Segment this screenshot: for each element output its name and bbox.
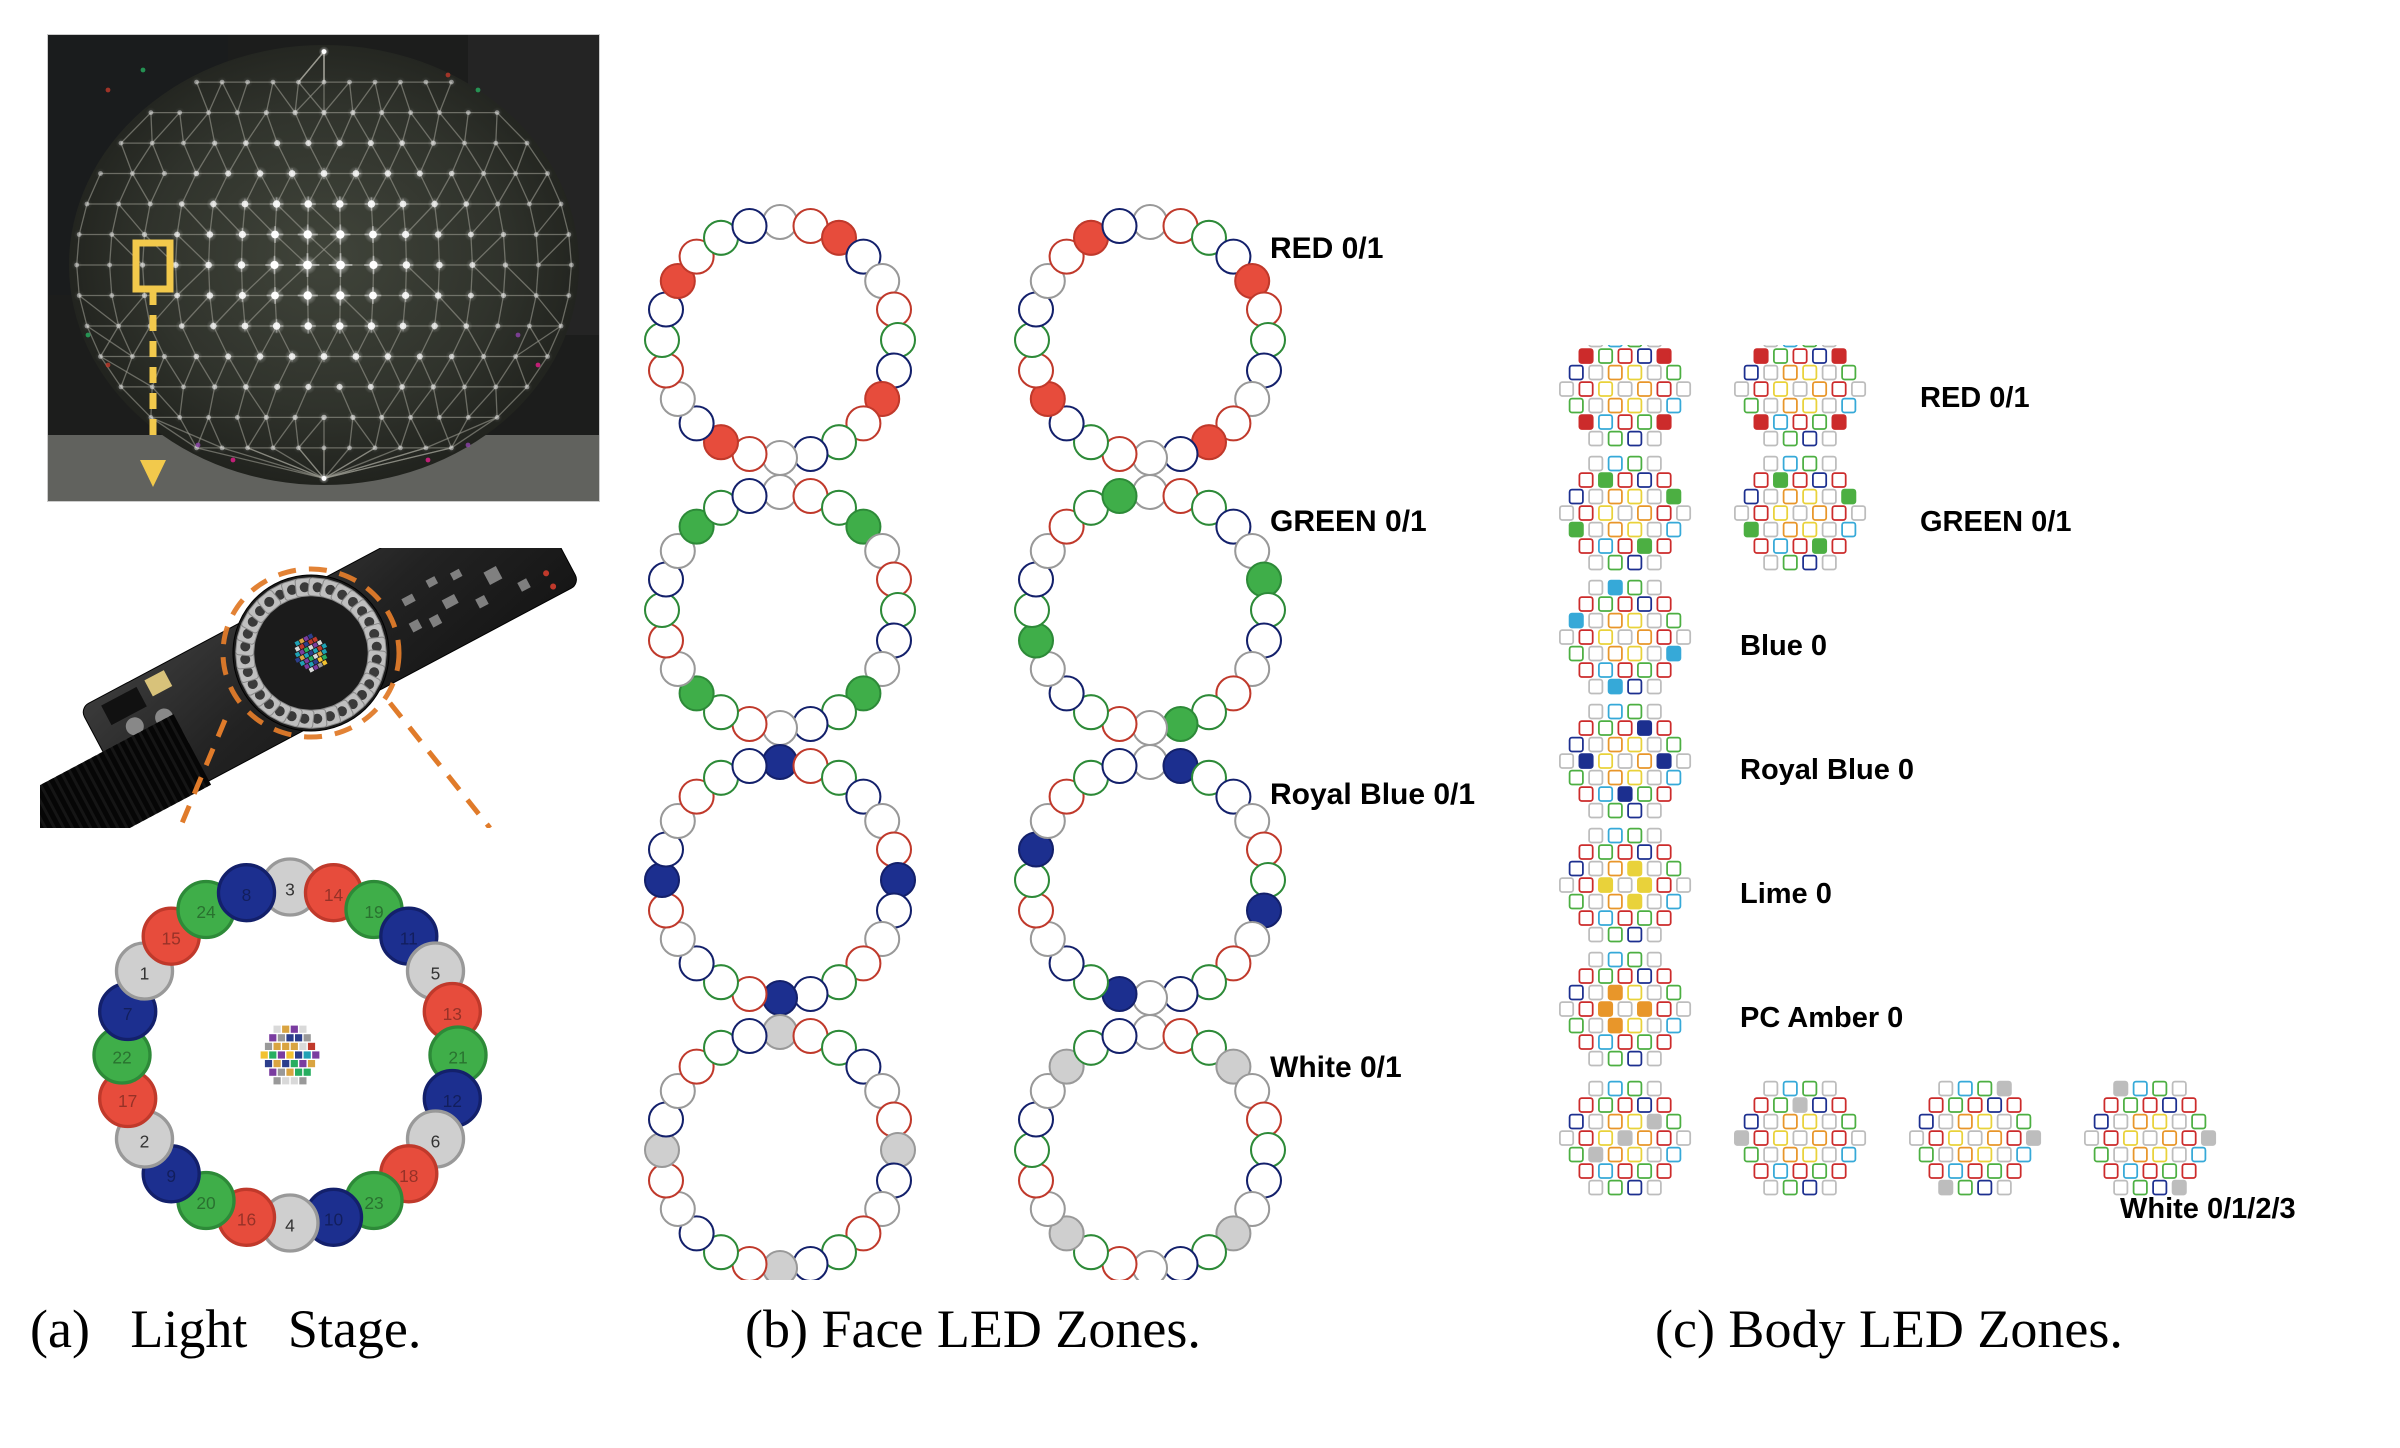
- svg-text:14: 14: [324, 885, 344, 905]
- svg-text:15: 15: [162, 929, 181, 949]
- svg-text:9: 9: [166, 1166, 176, 1186]
- svg-text:20: 20: [196, 1193, 215, 1213]
- svg-text:22: 22: [112, 1047, 131, 1067]
- svg-text:1: 1: [140, 963, 150, 983]
- svg-text:7: 7: [123, 1004, 133, 1024]
- svg-text:19: 19: [364, 902, 383, 922]
- svg-text:10: 10: [324, 1210, 343, 1230]
- svg-text:3: 3: [285, 879, 295, 899]
- svg-text:11: 11: [400, 929, 418, 949]
- svg-text:13: 13: [443, 1004, 462, 1024]
- svg-text:16: 16: [237, 1210, 256, 1230]
- svg-text:21: 21: [448, 1047, 467, 1067]
- svg-text:8: 8: [242, 885, 252, 905]
- svg-text:6: 6: [431, 1131, 441, 1151]
- svg-text:24: 24: [196, 902, 216, 922]
- svg-text:4: 4: [285, 1215, 295, 1235]
- svg-text:23: 23: [364, 1193, 383, 1213]
- svg-text:2: 2: [140, 1131, 150, 1151]
- svg-text:18: 18: [399, 1166, 418, 1186]
- svg-text:5: 5: [431, 963, 441, 983]
- svg-text:17: 17: [118, 1091, 137, 1111]
- svg-text:12: 12: [443, 1091, 462, 1111]
